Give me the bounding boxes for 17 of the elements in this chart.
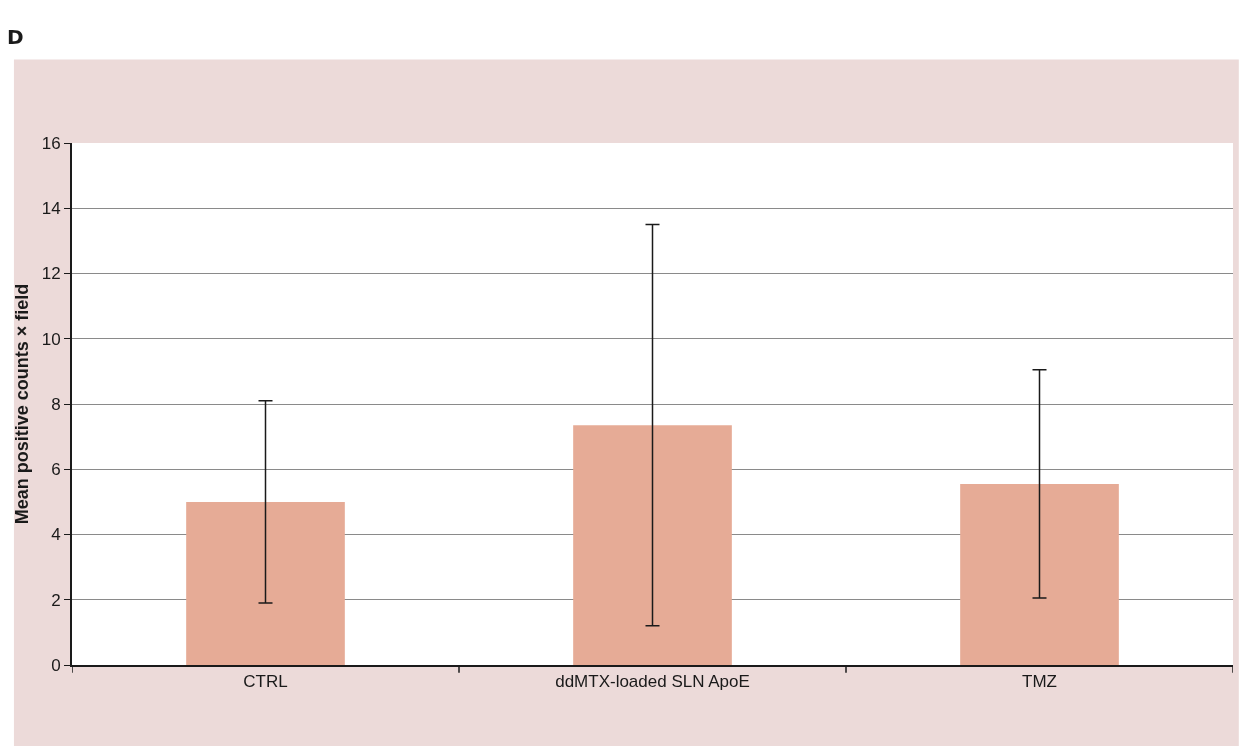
bar (573, 425, 732, 665)
x-tick-label: TMZ (1022, 672, 1057, 692)
y-tick-label: 10 (41, 329, 61, 349)
x-tick-label: CTRL (243, 672, 288, 692)
bar (186, 501, 345, 665)
y-axis-title: Mean positive counts × field (12, 283, 33, 525)
y-tick-label: 2 (51, 590, 61, 610)
text: D (7, 25, 24, 49)
bar (960, 483, 1119, 665)
y-tick-label: 0 (51, 655, 61, 675)
y-tick-label: 16 (41, 133, 61, 153)
y-tick-label: 14 (41, 199, 61, 219)
x-tick-label: ddMTX-loaded SLN ApoE (555, 672, 750, 692)
y-tick-label: 12 (41, 264, 61, 284)
y-tick-label: 4 (51, 525, 61, 545)
y-tick-label: 6 (51, 460, 61, 480)
y-tick-label: 8 (51, 394, 61, 414)
